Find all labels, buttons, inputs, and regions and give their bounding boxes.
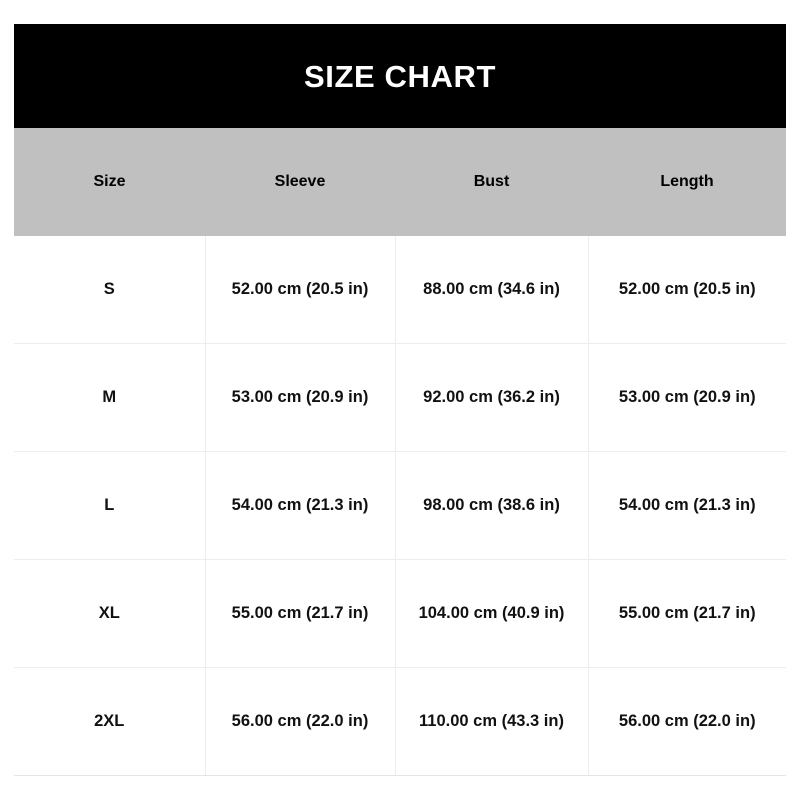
table-row: S 52.00 cm (20.5 in) 88.00 cm (34.6 in) …	[14, 236, 786, 344]
size-chart-table: Size Sleeve Bust Length S 52.00 cm (20.5…	[14, 128, 786, 776]
cell-bust: 98.00 cm (38.6 in)	[395, 451, 589, 560]
cell-sleeve: 54.00 cm (21.3 in)	[205, 451, 396, 560]
cell-sleeve: 52.00 cm (20.5 in)	[205, 236, 396, 344]
table-header-row: Size Sleeve Bust Length	[14, 128, 786, 236]
cell-size: XL	[14, 559, 206, 668]
cell-length: 54.00 cm (21.3 in)	[588, 451, 786, 560]
cell-length: 53.00 cm (20.9 in)	[588, 343, 786, 452]
column-header-bust: Bust	[473, 173, 510, 190]
cell-length: 52.00 cm (20.5 in)	[588, 236, 786, 344]
cell-bust: 110.00 cm (43.3 in)	[395, 667, 589, 776]
cell-bust: 92.00 cm (36.2 in)	[395, 343, 589, 452]
column-header-sleeve: Sleeve	[274, 173, 326, 190]
table-row: 2XL 56.00 cm (22.0 in) 110.00 cm (43.3 i…	[14, 667, 786, 776]
table-header: Size Sleeve Bust Length	[14, 128, 786, 236]
cell-length: 55.00 cm (21.7 in)	[588, 559, 786, 668]
cell-length: 56.00 cm (22.0 in)	[588, 667, 786, 776]
table-row: M 53.00 cm (20.9 in) 92.00 cm (36.2 in) …	[14, 343, 786, 452]
cell-sleeve: 56.00 cm (22.0 in)	[205, 667, 396, 776]
size-chart-container: SIZE CHART Size Sleeve Bust Length S 52.…	[14, 24, 786, 776]
table-row: XL 55.00 cm (21.7 in) 104.00 cm (40.9 in…	[14, 559, 786, 668]
title-band: SIZE CHART	[14, 24, 786, 128]
table-row: L 54.00 cm (21.3 in) 98.00 cm (38.6 in) …	[14, 451, 786, 560]
cell-sleeve: 53.00 cm (20.9 in)	[205, 343, 396, 452]
cell-size: 2XL	[14, 667, 206, 776]
cell-size: S	[14, 236, 206, 344]
cell-size: L	[14, 451, 206, 560]
column-header-size: Size	[93, 173, 126, 190]
column-header-length: Length	[660, 173, 714, 190]
table-body: S 52.00 cm (20.5 in) 88.00 cm (34.6 in) …	[14, 236, 786, 776]
cell-sleeve: 55.00 cm (21.7 in)	[205, 559, 396, 668]
cell-bust: 104.00 cm (40.9 in)	[395, 559, 589, 668]
cell-size: M	[14, 343, 206, 452]
page-title: SIZE CHART	[304, 58, 496, 94]
cell-bust: 88.00 cm (34.6 in)	[395, 236, 589, 344]
